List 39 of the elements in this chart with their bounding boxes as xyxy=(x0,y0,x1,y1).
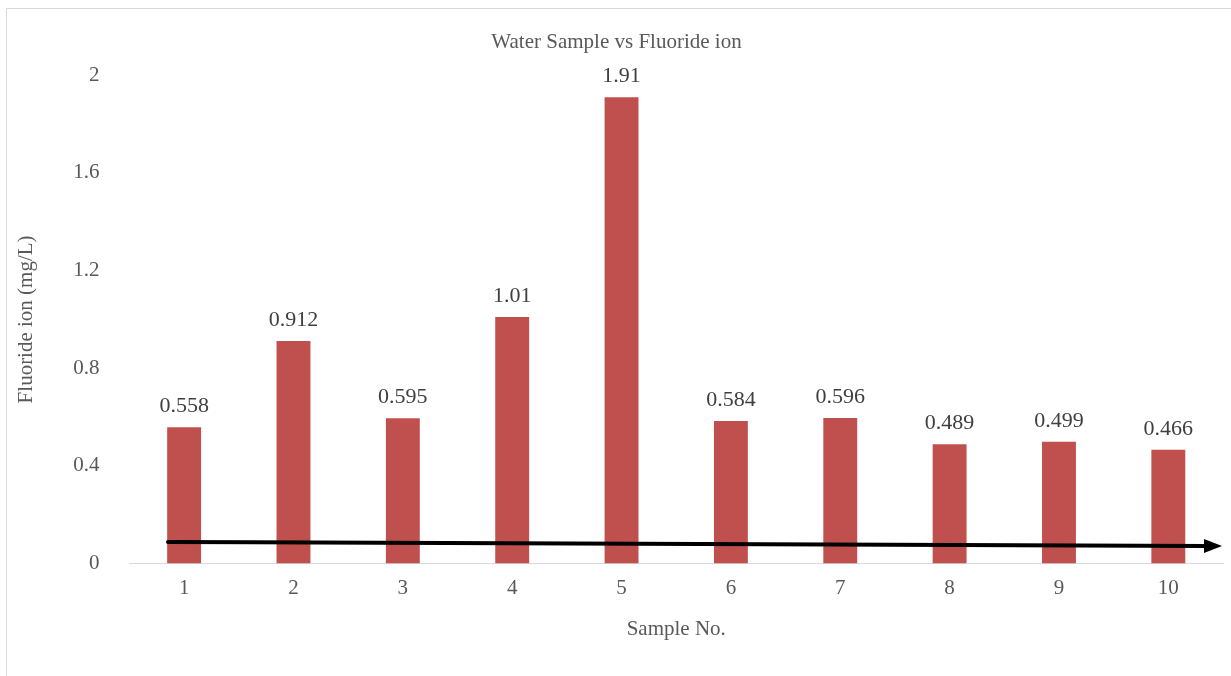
y-tick-label: 2 xyxy=(88,61,100,86)
y-tick-label: 1.6 xyxy=(73,159,100,184)
bar xyxy=(932,444,967,564)
y-tick-label: 1.2 xyxy=(73,257,100,282)
data-label: 0.499 xyxy=(1034,406,1084,432)
y-tick-label: 0.4 xyxy=(73,452,100,477)
x-tick-label: 5 xyxy=(616,574,627,599)
bar xyxy=(604,97,639,564)
chart-title: Water Sample vs Fluoride ion xyxy=(491,29,743,54)
data-label: 0.489 xyxy=(924,408,975,434)
bar xyxy=(823,418,858,564)
x-tick-label: 8 xyxy=(944,574,955,599)
bar xyxy=(1151,449,1186,564)
x-tick-label: 4 xyxy=(506,574,518,599)
x-tick-label: 2 xyxy=(288,574,299,599)
data-label: 0.595 xyxy=(378,383,428,409)
x-tick-label: 7 xyxy=(835,574,846,599)
x-tick-label: 3 xyxy=(397,574,409,599)
y-axis-title: Fluoride ion (mg/L) xyxy=(13,235,38,404)
x-tick-label: 6 xyxy=(725,574,737,599)
bar xyxy=(713,420,748,564)
data-label: 0.912 xyxy=(268,305,319,331)
y-tick-label: 0 xyxy=(88,550,100,575)
bar xyxy=(1042,441,1076,564)
data-label: 0.596 xyxy=(815,382,866,408)
bar xyxy=(167,427,202,564)
data-label: 1.01 xyxy=(492,281,532,307)
data-label: 0.466 xyxy=(1143,414,1194,440)
x-tick-label: 9 xyxy=(1053,574,1065,599)
x-tick-label: 10 xyxy=(1157,574,1179,599)
data-label: 0.558 xyxy=(159,392,209,418)
bar xyxy=(276,340,311,564)
data-label: 0.584 xyxy=(706,385,756,411)
bar xyxy=(385,418,420,564)
bar xyxy=(495,316,530,564)
x-axis-title: Sample No. xyxy=(626,615,726,640)
x-tick-label: 1 xyxy=(178,574,190,599)
data-label: 1.91 xyxy=(602,61,641,87)
y-tick-label: 0.8 xyxy=(73,354,100,379)
